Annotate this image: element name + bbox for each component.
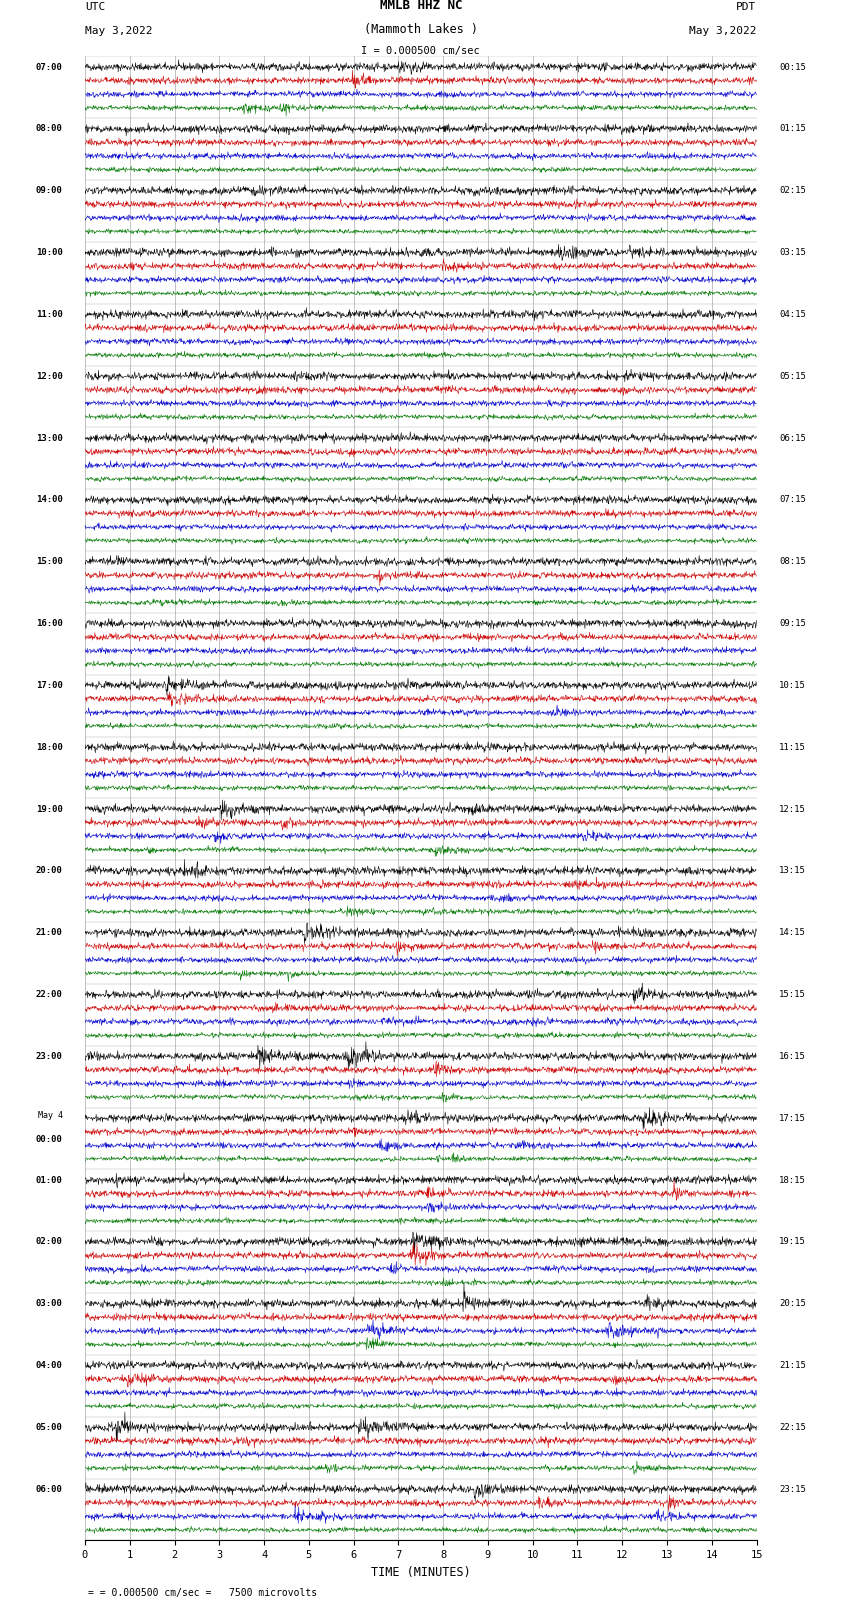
Text: I = 0.000500 cm/sec: I = 0.000500 cm/sec	[361, 47, 480, 56]
Text: 20:15: 20:15	[779, 1300, 806, 1308]
Text: 20:00: 20:00	[36, 866, 63, 876]
Text: 21:15: 21:15	[779, 1361, 806, 1369]
Text: 05:00: 05:00	[36, 1423, 63, 1432]
Text: 13:00: 13:00	[36, 434, 63, 442]
Text: 00:00: 00:00	[36, 1136, 63, 1144]
Text: = = 0.000500 cm/sec =   7500 microvolts: = = 0.000500 cm/sec = 7500 microvolts	[88, 1587, 318, 1598]
Text: 11:15: 11:15	[779, 742, 806, 752]
Text: 23:15: 23:15	[779, 1484, 806, 1494]
Text: MMLB HHZ NC: MMLB HHZ NC	[379, 0, 462, 11]
Text: 03:00: 03:00	[36, 1300, 63, 1308]
Text: 23:00: 23:00	[36, 1052, 63, 1061]
Text: (Mammoth Lakes ): (Mammoth Lakes )	[364, 23, 478, 35]
Text: 03:15: 03:15	[779, 248, 806, 256]
Text: 16:15: 16:15	[779, 1052, 806, 1061]
Text: 14:00: 14:00	[36, 495, 63, 505]
Text: UTC: UTC	[85, 2, 105, 11]
Text: 15:00: 15:00	[36, 558, 63, 566]
Text: PDT: PDT	[736, 2, 756, 11]
Text: 10:00: 10:00	[36, 248, 63, 256]
Text: 09:15: 09:15	[779, 619, 806, 627]
Text: 01:00: 01:00	[36, 1176, 63, 1184]
Text: 12:00: 12:00	[36, 373, 63, 381]
Text: 08:15: 08:15	[779, 558, 806, 566]
Text: 08:00: 08:00	[36, 124, 63, 134]
Text: 21:00: 21:00	[36, 929, 63, 937]
Text: 02:00: 02:00	[36, 1237, 63, 1247]
Text: 22:00: 22:00	[36, 990, 63, 998]
Text: May 3,2022: May 3,2022	[85, 26, 152, 35]
Text: 07:00: 07:00	[36, 63, 63, 71]
Text: May 3,2022: May 3,2022	[689, 26, 756, 35]
Text: 00:15: 00:15	[779, 63, 806, 71]
Text: 07:15: 07:15	[779, 495, 806, 505]
X-axis label: TIME (MINUTES): TIME (MINUTES)	[371, 1566, 471, 1579]
Text: 10:15: 10:15	[779, 681, 806, 690]
Text: 04:15: 04:15	[779, 310, 806, 319]
Text: 01:15: 01:15	[779, 124, 806, 134]
Text: 06:00: 06:00	[36, 1484, 63, 1494]
Text: 02:15: 02:15	[779, 187, 806, 195]
Text: 22:15: 22:15	[779, 1423, 806, 1432]
Text: 04:00: 04:00	[36, 1361, 63, 1369]
Text: 18:00: 18:00	[36, 742, 63, 752]
Text: 06:15: 06:15	[779, 434, 806, 442]
Text: May 4: May 4	[37, 1111, 63, 1119]
Text: 15:15: 15:15	[779, 990, 806, 998]
Text: 17:00: 17:00	[36, 681, 63, 690]
Text: 17:15: 17:15	[779, 1113, 806, 1123]
Text: 14:15: 14:15	[779, 929, 806, 937]
Text: 13:15: 13:15	[779, 866, 806, 876]
Text: 11:00: 11:00	[36, 310, 63, 319]
Text: 16:00: 16:00	[36, 619, 63, 627]
Text: 19:15: 19:15	[779, 1237, 806, 1247]
Text: 19:00: 19:00	[36, 805, 63, 813]
Text: 09:00: 09:00	[36, 187, 63, 195]
Text: 12:15: 12:15	[779, 805, 806, 813]
Text: 18:15: 18:15	[779, 1176, 806, 1184]
Text: 05:15: 05:15	[779, 373, 806, 381]
